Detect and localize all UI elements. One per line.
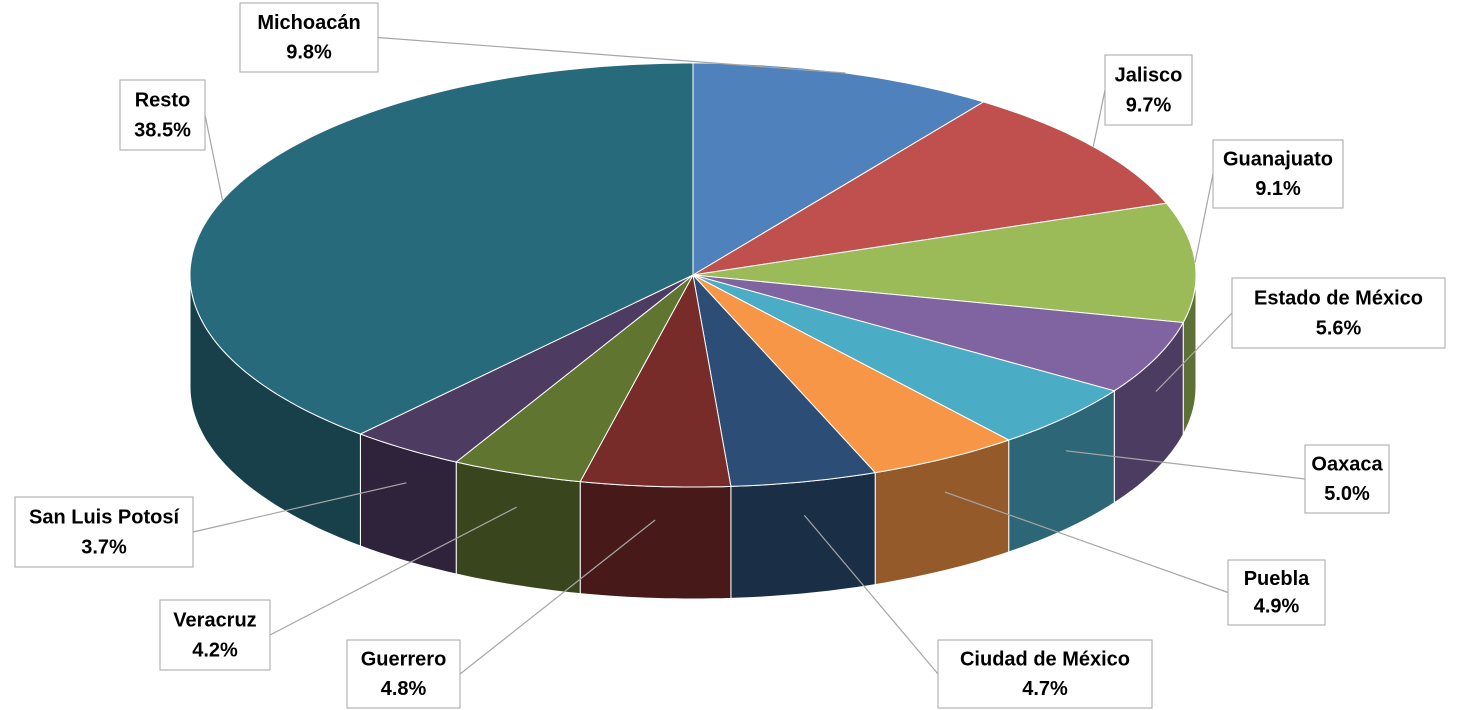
category-label: Michoacán — [257, 12, 360, 34]
category-label: Guerrero — [361, 649, 447, 671]
label-box — [1231, 277, 1446, 349]
label-box — [937, 639, 1153, 709]
leader-line — [459, 519, 656, 675]
pie-side — [455, 461, 581, 595]
value-label: 5.0% — [1324, 483, 1370, 505]
pie-slice — [359, 274, 694, 463]
category-label: Jalisco — [1115, 64, 1183, 86]
category-label: Veracruz — [173, 609, 256, 631]
value-label: 4.9% — [1254, 596, 1300, 618]
label-box — [346, 639, 461, 709]
category-label: Puebla — [1244, 568, 1310, 590]
category-label: Resto — [135, 89, 191, 111]
pie-slice — [579, 273, 732, 488]
label-box — [1227, 559, 1326, 626]
pie-slice — [692, 274, 1010, 474]
label-box — [119, 79, 206, 151]
leader-line — [944, 491, 1229, 594]
value-label: 9.7% — [1126, 94, 1172, 116]
pie-slice — [692, 62, 985, 276]
value-label: 9.8% — [286, 42, 332, 64]
label-box — [1304, 444, 1390, 514]
value-label: 38.5% — [134, 119, 191, 141]
value-label: 5.6% — [1316, 317, 1362, 339]
category-label: Oaxaca — [1311, 454, 1383, 476]
pie-slice — [692, 274, 1185, 392]
leader-line — [192, 482, 407, 533]
leader-line — [1066, 450, 1306, 480]
category-label: Ciudad de México — [960, 649, 1130, 671]
value-label: 4.7% — [1022, 678, 1068, 700]
pie-side — [579, 481, 732, 600]
label-box — [159, 599, 271, 671]
leader-line — [204, 114, 224, 201]
pie-side — [730, 472, 876, 599]
pie-slice — [692, 101, 1168, 276]
value-label: 4.8% — [381, 678, 427, 700]
leader-line — [803, 514, 939, 675]
leader-line — [377, 36, 846, 74]
label-box — [14, 496, 194, 568]
category-label: San Luis Potosí — [29, 506, 180, 528]
pie-slice — [692, 274, 1116, 441]
value-label: 3.7% — [81, 536, 127, 558]
leader-line — [1155, 312, 1233, 393]
label-box — [239, 2, 379, 73]
category-label: Estado de México — [1254, 287, 1423, 309]
value-label: 9.1% — [1255, 178, 1301, 200]
pie-slice — [692, 273, 877, 487]
value-label: 4.2% — [192, 639, 238, 661]
leader-line — [269, 506, 517, 636]
leader-line — [1194, 173, 1214, 263]
leader-line — [1092, 89, 1106, 147]
label-box — [1212, 139, 1344, 209]
category-label: Guanajuato — [1223, 149, 1333, 171]
pie-slice — [455, 274, 694, 483]
label-box — [1104, 54, 1193, 126]
